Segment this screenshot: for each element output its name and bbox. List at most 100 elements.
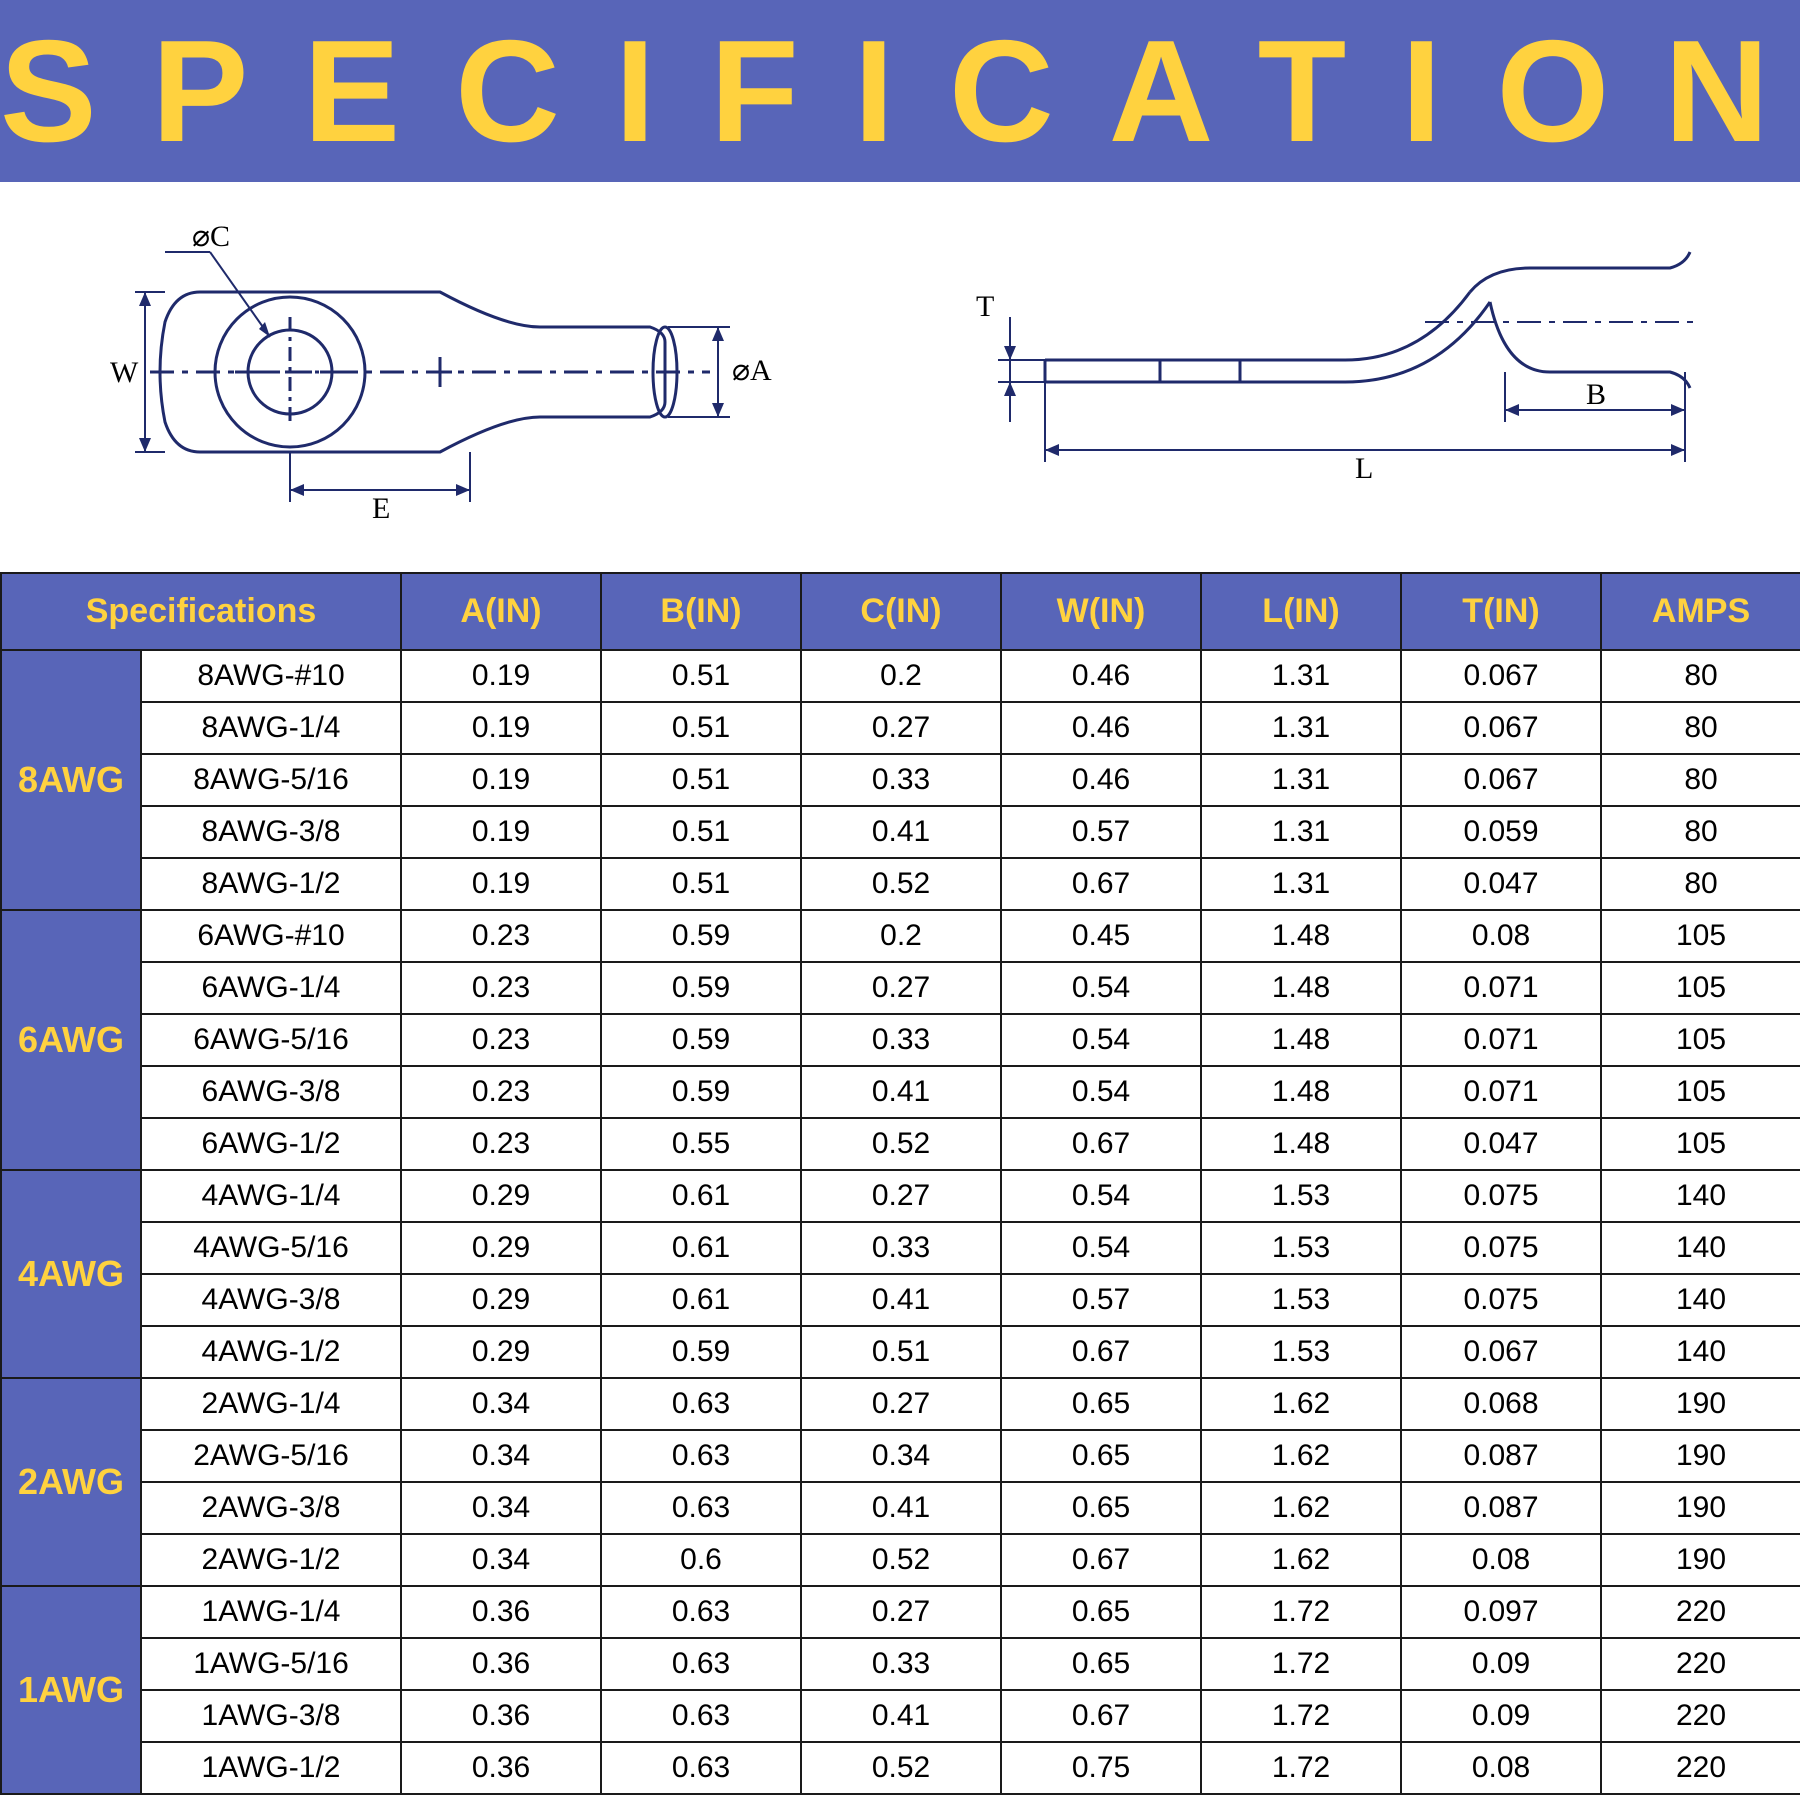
label-E: E bbox=[372, 492, 390, 522]
value-cell-L: 1.62 bbox=[1201, 1378, 1401, 1430]
part-cell: 1AWG-1/2 bbox=[141, 1742, 401, 1794]
part-cell: 1AWG-1/4 bbox=[141, 1586, 401, 1638]
value-cell-T: 0.047 bbox=[1401, 1118, 1601, 1170]
label-W: W bbox=[110, 356, 139, 389]
value-cell-A: 0.36 bbox=[401, 1586, 601, 1638]
value-cell-L: 1.72 bbox=[1201, 1690, 1401, 1742]
value-cell-L: 1.48 bbox=[1201, 1014, 1401, 1066]
part-cell: 6AWG-5/16 bbox=[141, 1014, 401, 1066]
value-cell-T: 0.071 bbox=[1401, 1066, 1601, 1118]
col-C: C(IN) bbox=[801, 573, 1001, 650]
value-cell-L: 1.72 bbox=[1201, 1638, 1401, 1690]
value-cell-AMPS: 80 bbox=[1601, 858, 1800, 910]
value-cell-L: 1.62 bbox=[1201, 1534, 1401, 1586]
value-cell-W: 0.54 bbox=[1001, 1222, 1201, 1274]
value-cell-B: 0.51 bbox=[601, 754, 801, 806]
value-cell-AMPS: 190 bbox=[1601, 1430, 1800, 1482]
value-cell-C: 0.52 bbox=[801, 858, 1001, 910]
value-cell-T: 0.071 bbox=[1401, 962, 1601, 1014]
table-row: 1AWG-3/80.360.630.410.671.720.09220 bbox=[1, 1690, 1800, 1742]
part-cell: 2AWG-1/2 bbox=[141, 1534, 401, 1586]
value-cell-B: 0.51 bbox=[601, 858, 801, 910]
specifications-table: Specifications A(IN) B(IN) C(IN) W(IN) L… bbox=[0, 572, 1800, 1795]
label-L: L bbox=[1355, 452, 1373, 485]
value-cell-L: 1.31 bbox=[1201, 806, 1401, 858]
table-row: 2AWG-5/160.340.630.340.651.620.087190 bbox=[1, 1430, 1800, 1482]
value-cell-AMPS: 140 bbox=[1601, 1170, 1800, 1222]
value-cell-B: 0.61 bbox=[601, 1170, 801, 1222]
part-cell: 4AWG-3/8 bbox=[141, 1274, 401, 1326]
value-cell-AMPS: 80 bbox=[1601, 754, 1800, 806]
table-row: 6AWG-5/160.230.590.330.541.480.071105 bbox=[1, 1014, 1800, 1066]
value-cell-L: 1.31 bbox=[1201, 754, 1401, 806]
value-cell-L: 1.48 bbox=[1201, 1118, 1401, 1170]
table-row: 4AWG-1/20.290.590.510.671.530.067140 bbox=[1, 1326, 1800, 1378]
col-B: B(IN) bbox=[601, 573, 801, 650]
table-row: 8AWG-3/80.190.510.410.571.310.05980 bbox=[1, 806, 1800, 858]
value-cell-T: 0.09 bbox=[1401, 1638, 1601, 1690]
value-cell-C: 0.33 bbox=[801, 754, 1001, 806]
value-cell-W: 0.54 bbox=[1001, 1170, 1201, 1222]
value-cell-AMPS: 220 bbox=[1601, 1742, 1800, 1794]
value-cell-T: 0.071 bbox=[1401, 1014, 1601, 1066]
label-phiC: ⌀C bbox=[192, 222, 230, 253]
value-cell-A: 0.34 bbox=[401, 1482, 601, 1534]
col-A: A(IN) bbox=[401, 573, 601, 650]
value-cell-B: 0.6 bbox=[601, 1534, 801, 1586]
value-cell-L: 1.53 bbox=[1201, 1222, 1401, 1274]
col-T: T(IN) bbox=[1401, 573, 1601, 650]
value-cell-W: 0.65 bbox=[1001, 1378, 1201, 1430]
value-cell-A: 0.34 bbox=[401, 1534, 601, 1586]
value-cell-L: 1.62 bbox=[1201, 1430, 1401, 1482]
value-cell-B: 0.59 bbox=[601, 1326, 801, 1378]
value-cell-W: 0.65 bbox=[1001, 1482, 1201, 1534]
table-row: 8AWG8AWG-#100.190.510.20.461.310.06780 bbox=[1, 650, 1800, 702]
part-cell: 2AWG-1/4 bbox=[141, 1378, 401, 1430]
value-cell-L: 1.62 bbox=[1201, 1482, 1401, 1534]
part-cell: 2AWG-3/8 bbox=[141, 1482, 401, 1534]
value-cell-C: 0.33 bbox=[801, 1014, 1001, 1066]
value-cell-AMPS: 140 bbox=[1601, 1274, 1800, 1326]
value-cell-W: 0.67 bbox=[1001, 1326, 1201, 1378]
value-cell-AMPS: 190 bbox=[1601, 1534, 1800, 1586]
value-cell-A: 0.19 bbox=[401, 806, 601, 858]
value-cell-AMPS: 140 bbox=[1601, 1222, 1800, 1274]
value-cell-T: 0.08 bbox=[1401, 910, 1601, 962]
value-cell-W: 0.46 bbox=[1001, 650, 1201, 702]
diagrams-row: ⌀C W E ⌀A bbox=[0, 182, 1800, 572]
value-cell-T: 0.087 bbox=[1401, 1430, 1601, 1482]
value-cell-T: 0.08 bbox=[1401, 1534, 1601, 1586]
value-cell-A: 0.29 bbox=[401, 1222, 601, 1274]
value-cell-W: 0.75 bbox=[1001, 1742, 1201, 1794]
value-cell-T: 0.067 bbox=[1401, 1326, 1601, 1378]
value-cell-AMPS: 105 bbox=[1601, 1118, 1800, 1170]
value-cell-B: 0.63 bbox=[601, 1742, 801, 1794]
part-cell: 4AWG-5/16 bbox=[141, 1222, 401, 1274]
table-row: 1AWG-1/20.360.630.520.751.720.08220 bbox=[1, 1742, 1800, 1794]
part-cell: 1AWG-5/16 bbox=[141, 1638, 401, 1690]
value-cell-T: 0.067 bbox=[1401, 650, 1601, 702]
value-cell-L: 1.53 bbox=[1201, 1170, 1401, 1222]
table-row: 2AWG-3/80.340.630.410.651.620.087190 bbox=[1, 1482, 1800, 1534]
value-cell-B: 0.63 bbox=[601, 1638, 801, 1690]
label-phiA: ⌀A bbox=[732, 354, 772, 387]
col-L: L(IN) bbox=[1201, 573, 1401, 650]
value-cell-AMPS: 220 bbox=[1601, 1690, 1800, 1742]
part-cell: 8AWG-1/2 bbox=[141, 858, 401, 910]
table-row: 6AWG6AWG-#100.230.590.20.451.480.08105 bbox=[1, 910, 1800, 962]
part-cell: 6AWG-1/2 bbox=[141, 1118, 401, 1170]
value-cell-L: 1.31 bbox=[1201, 858, 1401, 910]
part-cell: 6AWG-1/4 bbox=[141, 962, 401, 1014]
value-cell-B: 0.63 bbox=[601, 1430, 801, 1482]
value-cell-B: 0.59 bbox=[601, 910, 801, 962]
value-cell-C: 0.27 bbox=[801, 1170, 1001, 1222]
gauge-cell: 2AWG bbox=[1, 1378, 141, 1586]
value-cell-B: 0.59 bbox=[601, 962, 801, 1014]
value-cell-A: 0.29 bbox=[401, 1326, 601, 1378]
value-cell-C: 0.51 bbox=[801, 1326, 1001, 1378]
value-cell-W: 0.65 bbox=[1001, 1430, 1201, 1482]
value-cell-C: 0.27 bbox=[801, 1586, 1001, 1638]
value-cell-T: 0.059 bbox=[1401, 806, 1601, 858]
value-cell-C: 0.41 bbox=[801, 806, 1001, 858]
value-cell-A: 0.19 bbox=[401, 754, 601, 806]
